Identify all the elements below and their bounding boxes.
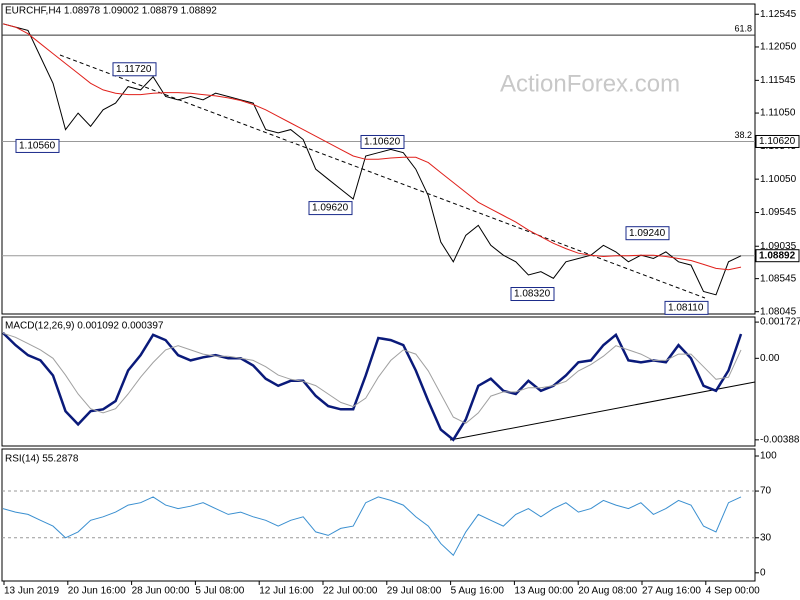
x-tick-label: 5 Aug 16:00 xyxy=(451,586,505,597)
panel-title: EURCHF,H4 1.08978 1.09002 1.08879 1.0889… xyxy=(5,6,217,17)
level-label: 38.2 xyxy=(734,130,752,140)
x-tick-label: 4 Sep 00:00 xyxy=(706,586,760,597)
panel-title: MACD(12,26,9) 0.001092 0.000397 xyxy=(5,321,164,332)
level-label: 61.8 xyxy=(734,23,752,33)
series-line xyxy=(2,332,742,424)
y-tick-label: 0.00 xyxy=(760,353,780,364)
y-tick-label: 30 xyxy=(760,532,772,543)
y-tick-label: 1.08545 xyxy=(760,273,797,284)
x-tick-label: 20 Aug 08:00 xyxy=(578,586,637,597)
y-tick-label: 1.11050 xyxy=(760,108,796,119)
y-tick-label: 0 xyxy=(760,567,766,578)
series-line xyxy=(2,332,743,442)
y-tick-label: -0.003887 xyxy=(760,434,800,445)
macd-panel xyxy=(1,316,756,447)
rsi-panel xyxy=(1,448,756,582)
x-tick-label: 22 Jul 00:00 xyxy=(323,586,378,597)
y-tick-label: 1.09035 xyxy=(760,241,797,252)
price-annotation-box xyxy=(664,300,709,315)
price-annotation: 1.11720 xyxy=(116,64,152,75)
macd-trend-line xyxy=(449,381,756,441)
y-tick-label: 1.11545 xyxy=(760,75,796,86)
price-annotation-box xyxy=(15,138,60,153)
x-tick-label: 29 Jul 08:00 xyxy=(387,586,442,597)
x-tick-label: 5 Jul 08:00 xyxy=(195,586,244,597)
price-annotation-box xyxy=(360,134,405,149)
y-tick-label: 1.10050 xyxy=(760,174,797,185)
level-tag xyxy=(755,134,800,148)
price-annotation: 1.10560 xyxy=(19,141,56,152)
series-line xyxy=(2,496,742,557)
y-tick-label: 70 xyxy=(760,486,772,497)
price-annotation: 1.10620 xyxy=(364,137,401,148)
x-tick-label: 12 Jul 16:00 xyxy=(259,586,314,597)
price-annotation: 1.08320 xyxy=(514,289,551,300)
series-line xyxy=(2,23,742,296)
panel-title: RSI(14) 55.2878 xyxy=(5,454,79,465)
price-annotation: 1.08110 xyxy=(668,303,704,314)
last-price-label: 1.08892 xyxy=(759,250,796,261)
trend-line xyxy=(59,54,706,299)
x-tick-label: 13 Aug 00:00 xyxy=(514,586,573,597)
x-tick-label: 27 Aug 16:00 xyxy=(642,586,701,597)
watermark: ActionForex.com xyxy=(500,70,680,97)
price-annotation-box xyxy=(625,226,670,241)
price-annotation: 1.09240 xyxy=(629,228,666,239)
price-annotation-box xyxy=(308,201,353,216)
series-line xyxy=(2,23,742,271)
level-tag-label: 1.10620 xyxy=(759,136,796,147)
y-tick-label: 1.12050 xyxy=(760,42,797,53)
last-price-tag xyxy=(755,249,800,263)
y-tick-label: 1.12545 xyxy=(760,9,797,20)
x-tick-label: 28 Jun 00:00 xyxy=(132,586,190,597)
price-annotation-box xyxy=(112,62,157,77)
x-tick-label: 13 Jun 2019 xyxy=(4,586,59,597)
price-panel xyxy=(1,3,756,315)
y-tick-label: 1.09545 xyxy=(760,207,797,218)
x-tick-label: 20 Jun 16:00 xyxy=(68,586,126,597)
price-annotation-box xyxy=(510,287,555,302)
y-tick-label: 100 xyxy=(760,451,777,462)
price-annotation: 1.09620 xyxy=(312,203,349,214)
y-tick-label: 1.08045 xyxy=(760,306,797,317)
y-tick-label: 0.001727 xyxy=(760,317,800,328)
